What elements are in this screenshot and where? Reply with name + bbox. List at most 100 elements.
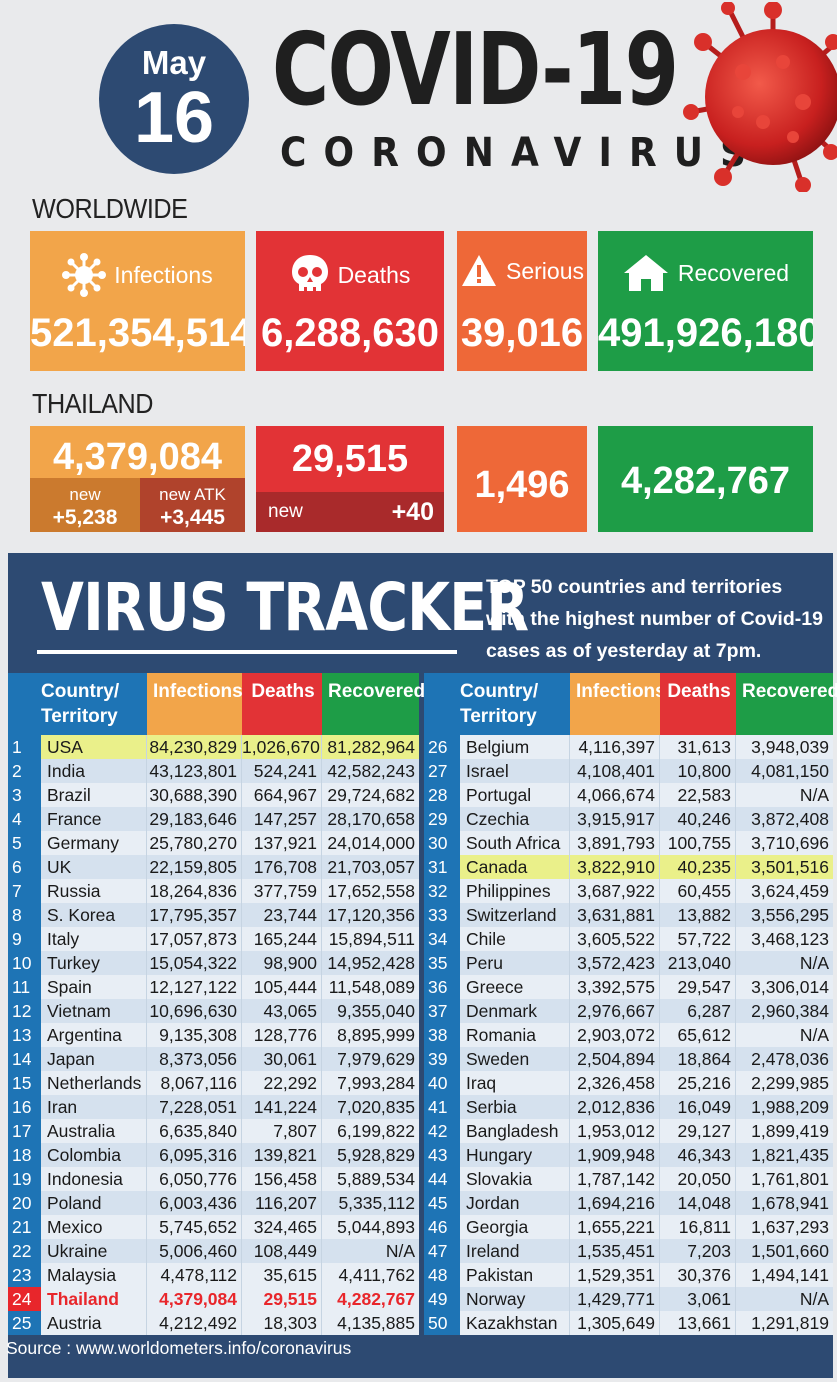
infections-cell: 5,006,460 <box>147 1239 242 1263</box>
infections-cell: 8,373,056 <box>147 1047 242 1071</box>
worldwide-serious-value: 39,016 <box>460 311 584 355</box>
rank-cell: 27 <box>424 759 460 783</box>
rank-cell: 17 <box>8 1119 41 1143</box>
deaths-cell: 29,127 <box>660 1119 736 1143</box>
deaths-cell: 40,246 <box>660 807 736 831</box>
thailand-deaths-new-value: +40 <box>391 498 434 526</box>
worldwide-deaths-value: 6,288,630 <box>261 311 439 355</box>
recovered-cell: 29,724,682 <box>327 785 415 805</box>
rank-cell: 26 <box>424 735 460 759</box>
table-row: 4 France 29,183,646 147,257 28,170,658 <box>8 807 419 831</box>
rank-cell: 35 <box>424 951 460 975</box>
deaths-cell: 137,921 <box>242 831 322 855</box>
rank-cell: 2 <box>8 759 41 783</box>
recovered-cell: 1,637,293 <box>751 1217 829 1237</box>
infections-cell: 3,392,575 <box>570 975 660 999</box>
recovered-cell: N/A <box>799 1289 829 1309</box>
infections-cell: 12,127,122 <box>147 975 242 999</box>
rank-cell: 4 <box>8 807 41 831</box>
infections-cell: 4,108,401 <box>570 759 660 783</box>
table-row: 16 Iran 7,228,051 141,224 7,020,835 <box>8 1095 419 1119</box>
recovered-cell: 3,556,295 <box>751 905 829 925</box>
deaths-cell: 324,465 <box>242 1215 322 1239</box>
rank-cell: 46 <box>424 1215 460 1239</box>
deaths-cell: 20,050 <box>660 1167 736 1191</box>
infections-cell: 1,305,649 <box>570 1311 660 1335</box>
date-badge: May 16 <box>99 24 249 174</box>
deaths-cell: 377,759 <box>242 879 322 903</box>
country-cell: Israel <box>460 759 570 783</box>
deaths-cell: 18,864 <box>660 1047 736 1071</box>
recovered-cell: 8,895,999 <box>337 1025 415 1045</box>
infections-cell: 6,050,776 <box>147 1167 242 1191</box>
deaths-cell: 98,900 <box>242 951 322 975</box>
rank-cell: 50 <box>424 1311 460 1335</box>
rank-cell: 8 <box>8 903 41 927</box>
country-cell: Vietnam <box>41 999 147 1023</box>
table-row: 37 Denmark 2,976,667 6,287 2,960,384 <box>424 999 833 1023</box>
deaths-cell: 100,755 <box>660 831 736 855</box>
infections-label: Infections <box>114 261 213 288</box>
country-cell: Ireland <box>460 1239 570 1263</box>
table-row: 13 Argentina 9,135,308 128,776 8,895,999 <box>8 1023 419 1047</box>
serious-label: Serious <box>506 257 584 284</box>
infections-cell: 3,822,910 <box>570 855 660 879</box>
house-icon <box>623 255 668 291</box>
thailand-deaths-new-label: new <box>268 501 303 522</box>
deaths-cell: 128,776 <box>242 1023 322 1047</box>
worldwide-recovered-value: 491,926,180 <box>598 311 813 355</box>
rank-cell: 6 <box>8 855 41 879</box>
recovered-cell: 42,582,243 <box>327 761 415 781</box>
table-row: 5 Germany 25,780,270 137,921 24,014,000 <box>8 831 419 855</box>
table-row: 12 Vietnam 10,696,630 43,065 9,355,040 <box>8 999 419 1023</box>
recovered-cell: 7,979,629 <box>337 1049 415 1069</box>
rank-cell: 1 <box>8 735 41 759</box>
infections-cell: 2,326,458 <box>570 1071 660 1095</box>
deaths-cell: 6,287 <box>660 999 736 1023</box>
thailand-infections-box: 4,379,084 new +5,238 new ATK +3,445 <box>30 426 245 532</box>
recovered-cell: 24,014,000 <box>327 833 415 853</box>
table-row: 28 Portugal 4,066,674 22,583 N/A <box>424 783 833 807</box>
infections-cell: 4,116,397 <box>570 735 660 759</box>
table-row: 21 Mexico 5,745,652 324,465 5,044,893 <box>8 1215 419 1239</box>
thailand-deaths-box: 29,515 new +40 <box>256 426 444 532</box>
country-cell: Hungary <box>460 1143 570 1167</box>
table-row: 36 Greece 3,392,575 29,547 3,306,014 <box>424 975 833 999</box>
worldwide-recovered-box: Recovered 491,926,180 <box>598 231 813 371</box>
table-row: 6 UK 22,159,805 176,708 21,703,057 <box>8 855 419 879</box>
right-col-deaths-header: Deaths <box>660 673 736 735</box>
table-row: 18 Colombia 6,095,316 139,821 5,928,829 <box>8 1143 419 1167</box>
deaths-cell: 10,800 <box>660 759 736 783</box>
table-row: 24 Thailand 4,379,084 29,515 4,282,767 <box>8 1287 419 1311</box>
table-row: 39 Sweden 2,504,894 18,864 2,478,036 <box>424 1047 833 1071</box>
recovered-cell: 1,678,941 <box>751 1193 829 1213</box>
right-col-recovered-header: Recovered <box>736 673 837 735</box>
infections-cell: 6,635,840 <box>147 1119 242 1143</box>
infections-cell: 10,696,630 <box>147 999 242 1023</box>
infections-cell: 2,504,894 <box>570 1047 660 1071</box>
recovered-cell: 3,501,516 <box>751 857 829 877</box>
country-cell: Mexico <box>41 1215 147 1239</box>
recovered-cell: 6,199,822 <box>337 1121 415 1141</box>
rank-cell: 42 <box>424 1119 460 1143</box>
infections-cell: 43,123,801 <box>147 759 242 783</box>
infections-cell: 17,795,357 <box>147 903 242 927</box>
country-cell: India <box>41 759 147 783</box>
infections-cell: 7,228,051 <box>147 1095 242 1119</box>
country-cell: S. Korea <box>41 903 147 927</box>
rank-cell: 47 <box>424 1239 460 1263</box>
country-cell: Turkey <box>41 951 147 975</box>
table-row: 44 Slovakia 1,787,142 20,050 1,761,801 <box>424 1167 833 1191</box>
rank-cell: 20 <box>8 1191 41 1215</box>
deaths-cell: 524,241 <box>242 759 322 783</box>
worldwide-infections-box: Infections 521,354,514 <box>30 231 245 371</box>
deaths-cell: 30,376 <box>660 1263 736 1287</box>
recovered-cell: 3,872,408 <box>751 809 829 829</box>
infections-cell: 18,264,836 <box>147 879 242 903</box>
tracker-description: TOP 50 countries and territories with th… <box>486 571 826 667</box>
date-month: May <box>141 44 207 81</box>
table-row: 20 Poland 6,003,436 116,207 5,335,112 <box>8 1191 419 1215</box>
recovered-cell: N/A <box>799 953 829 973</box>
rank-cell: 48 <box>424 1263 460 1287</box>
worldwide-deaths-box: Deaths 6,288,630 <box>256 231 444 371</box>
